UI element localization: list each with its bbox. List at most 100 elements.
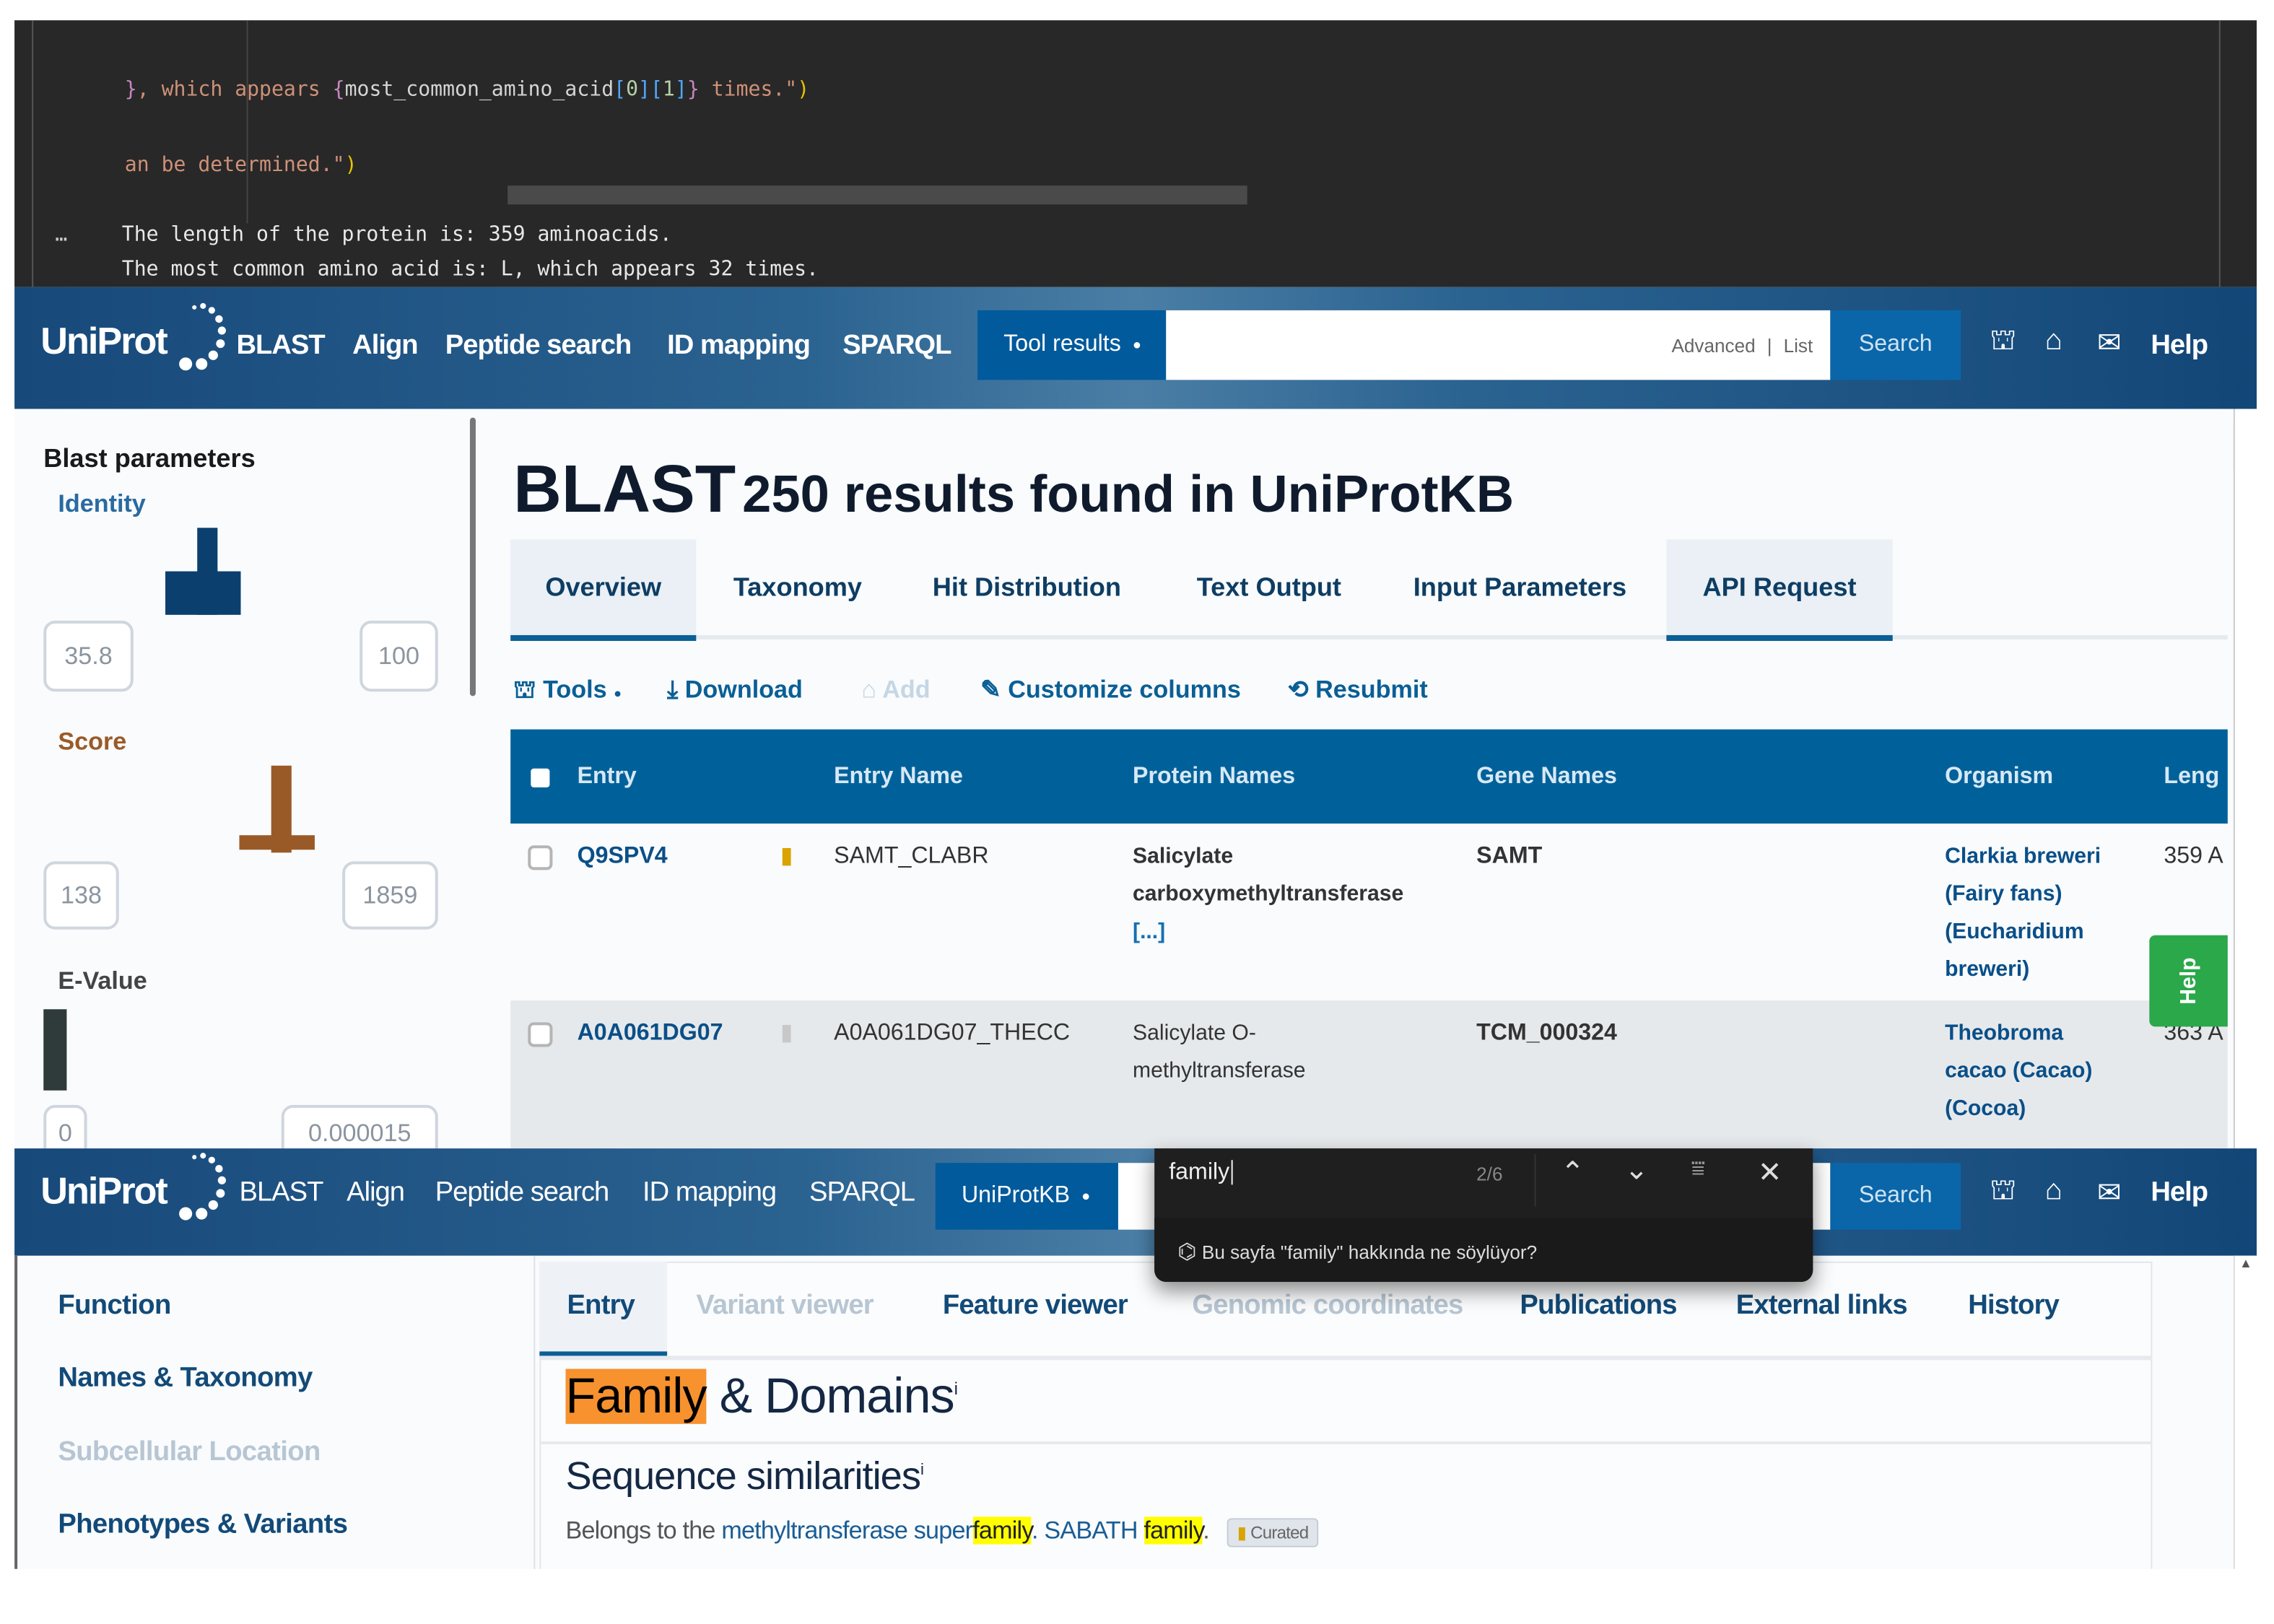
help-link[interactable]: Help — [2151, 331, 2208, 362]
search-scope-dropdown[interactable]: UniProtKB ● — [935, 1163, 1118, 1230]
nav-sparql[interactable]: SPARQL — [842, 331, 951, 362]
organism-link[interactable]: Clarkia breweri (Fairy fans) (Eucharidium b… — [1945, 844, 2101, 982]
info-icon[interactable]: i — [920, 1462, 924, 1480]
tab-api-request[interactable]: API Request — [1666, 539, 1893, 641]
tab-external-links[interactable]: External links — [1735, 1291, 1908, 1322]
mail-icon[interactable]: ✉ — [2097, 328, 2122, 360]
sidebar-item-phenotypes-variants[interactable]: Phenotypes & Variants — [58, 1509, 348, 1540]
tab-variant-viewer: Variant viewer — [696, 1291, 874, 1322]
entry-scrollbar[interactable]: ▲ — [2233, 1255, 2257, 1569]
table-row — [510, 1000, 2228, 1149]
unreviewed-icon: ▮ — [780, 1021, 793, 1046]
tab-publications[interactable]: Publications — [1520, 1291, 1677, 1322]
find-divider — [1534, 1154, 1536, 1207]
identity-min-input[interactable]: 35.8 — [43, 620, 134, 692]
previous-match-icon[interactable]: ⌃ — [1560, 1157, 1585, 1189]
tab-overview[interactable]: Overview — [510, 539, 697, 641]
mail-icon[interactable]: ✉ — [2097, 1177, 2122, 1210]
copilot-icon: ⌬ — [1177, 1239, 1197, 1265]
entry-link[interactable]: A0A061DG07 — [577, 1021, 723, 1046]
info-icon[interactable]: i — [954, 1378, 958, 1400]
find-suggestion-row[interactable] — [1154, 1218, 1813, 1282]
column-entry[interactable]: Entry — [577, 764, 637, 789]
column-gene-names[interactable]: Gene Names — [1476, 764, 1617, 789]
select-all-checkbox[interactable] — [531, 768, 550, 787]
nav-align[interactable]: Align — [347, 1177, 405, 1208]
output-line: The length of the protein is: 359 aminoa… — [121, 223, 672, 247]
download-button[interactable]: ⤓ Download — [667, 676, 803, 704]
organism-link[interactable]: Theobroma cacao (Cacao) (Cocoa) — [1945, 1021, 2093, 1121]
more-names-link[interactable]: [...] — [1133, 919, 1166, 944]
entry-link[interactable]: Q9SPV4 — [577, 844, 668, 869]
score-max-input[interactable]: 1859 — [342, 861, 438, 930]
superfamily-link[interactable]: methyltransferase superfamily — [721, 1516, 1032, 1545]
horizontal-scrollbar[interactable] — [507, 185, 1247, 205]
column-protein-names[interactable]: Protein Names — [1133, 764, 1296, 789]
tab-input-parameters[interactable]: Input Parameters — [1413, 572, 1627, 601]
row-checkbox[interactable] — [528, 845, 553, 870]
tab-taxonomy[interactable]: Taxonomy — [733, 572, 863, 601]
column-length[interactable]: Leng — [2164, 764, 2220, 789]
help-side-tab[interactable]: Help — [2149, 935, 2228, 1027]
next-match-icon[interactable]: ⌄ — [1624, 1154, 1649, 1187]
tab-feature-viewer[interactable]: Feature viewer — [942, 1291, 1128, 1322]
basket-icon[interactable]: ⌂ — [2044, 1174, 2062, 1207]
list-search-link[interactable]: List — [1783, 334, 1813, 357]
basket-icon[interactable]: ⌂ — [2044, 325, 2062, 357]
gutter-line — [32, 20, 34, 287]
resubmit-button[interactable]: ⟲ Resubmit — [1287, 676, 1428, 704]
tools-icon[interactable]: ⛫ — [1990, 325, 2017, 357]
help-link[interactable]: Help — [2151, 1177, 2208, 1208]
output-more-icon[interactable]: … — [55, 223, 68, 247]
bookmark-icon: ▮ — [1237, 1522, 1247, 1543]
tab-history[interactable]: History — [1968, 1291, 2060, 1322]
column-organism[interactable]: Organism — [1945, 764, 2054, 789]
dropdown-caret-icon: ● — [1132, 337, 1142, 354]
advanced-search-link[interactable]: Advanced — [1671, 334, 1756, 357]
tabs-divider — [539, 1355, 2153, 1361]
customize-columns-button[interactable]: ✎ Customize columns — [980, 676, 1241, 704]
nav-align[interactable]: Align — [352, 331, 418, 362]
add-button[interactable]: ⌂ Add — [861, 676, 931, 704]
find-input[interactable]: family — [1169, 1160, 1233, 1186]
logo-dots-icon — [179, 1153, 227, 1221]
uniprot-logo[interactable]: UniProt — [40, 1153, 227, 1221]
copilot-suggestion[interactable]: ⌬ Bu sayfa "family" hakkında ne söylüyor… — [1177, 1239, 1538, 1265]
tab-text-output[interactable]: Text Output — [1196, 572, 1341, 601]
row-checkbox[interactable] — [528, 1022, 553, 1047]
tools-menu[interactable]: ⛫ Tools ● — [513, 676, 622, 704]
nav-peptide-search[interactable]: Peptide search — [445, 331, 632, 362]
sidebar-divider — [533, 1255, 536, 1569]
sidebar-item-function[interactable]: Function — [58, 1291, 171, 1322]
identity-max-input[interactable]: 100 — [360, 620, 438, 692]
download-icon: ⤓ — [667, 676, 679, 704]
sidebar-item-subcellular-location: Subcellular Location — [58, 1436, 321, 1468]
nav-sparql[interactable]: SPARQL — [809, 1177, 915, 1208]
search-button[interactable]: Search — [1830, 1163, 1961, 1230]
search-button[interactable]: Search — [1830, 310, 1961, 380]
table-row — [510, 824, 2228, 1001]
nav-id-mapping[interactable]: ID mapping — [642, 1177, 777, 1208]
identity-label: Identity — [58, 490, 146, 518]
tab-hit-distribution[interactable]: Hit Distribution — [932, 572, 1121, 601]
nav-id-mapping[interactable]: ID mapping — [667, 331, 811, 362]
score-min-input[interactable]: 138 — [43, 861, 119, 930]
nav-blast[interactable]: BLAST — [236, 331, 325, 362]
identity-histogram-bar — [165, 571, 241, 615]
nav-blast[interactable]: BLAST — [239, 1177, 323, 1208]
tools-icon[interactable]: ⛫ — [1990, 1174, 2017, 1207]
filter-icon[interactable]: ⩸ — [1691, 1157, 1706, 1182]
tab-entry[interactable]: Entry — [567, 1291, 635, 1322]
search-input[interactable]: Advanced | List — [1166, 310, 1831, 380]
column-entry-name[interactable]: Entry Name — [834, 764, 963, 789]
blast-scrollbar-track[interactable] — [2233, 409, 2257, 1149]
close-icon[interactable]: ✕ — [1757, 1157, 1782, 1189]
nav-peptide-search[interactable]: Peptide search — [435, 1177, 610, 1208]
uniprot-logo[interactable]: UniProt — [40, 302, 227, 371]
search-scope-dropdown[interactable]: Tool results ● — [977, 310, 1167, 380]
sidebar-scrollbar[interactable] — [469, 417, 476, 697]
uniprot-header-entry: UniProt BLAST Align Peptide search ID ma… — [14, 1148, 2257, 1256]
results-table-header — [510, 729, 2228, 824]
score-label: Score — [58, 728, 127, 756]
sidebar-item-names-taxonomy[interactable]: Names & Taxonomy — [58, 1363, 313, 1394]
